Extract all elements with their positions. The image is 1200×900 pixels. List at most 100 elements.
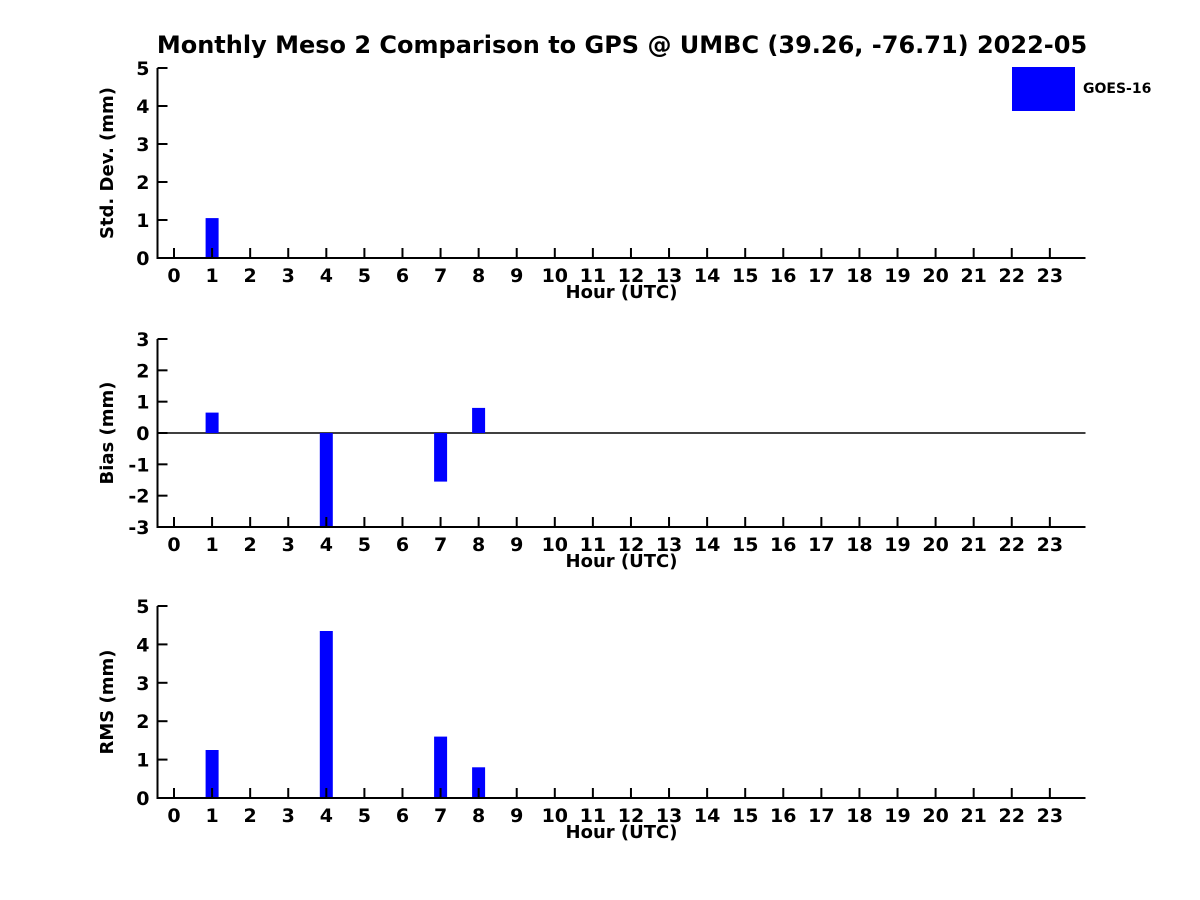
y-tick-label: 1	[136, 392, 149, 414]
bar-hour-1	[205, 218, 219, 258]
x-tick-label: 4	[320, 265, 333, 287]
bar-hour-4	[319, 631, 333, 798]
x-tick-label: 8	[472, 265, 485, 287]
x-tick-label: 6	[396, 805, 409, 827]
x-tick-label: 19	[884, 805, 910, 827]
y-tick-label: 0	[136, 248, 149, 270]
y-tick-label: 5	[136, 58, 149, 80]
x-tick-label: 22	[999, 805, 1025, 827]
chart-title: Monthly Meso 2 Comparison to GPS @ UMBC …	[156, 31, 1088, 59]
y-tick-label: 4	[136, 634, 149, 656]
x-tick-label: 2	[244, 805, 257, 827]
legend: GOES-16	[1012, 67, 1151, 111]
x-tick-label: 5	[358, 265, 371, 287]
y-tick-label: 0	[136, 423, 149, 445]
x-tick-label: 4	[320, 805, 333, 827]
y-axis-title: RMS (mm)	[97, 650, 118, 755]
x-tick-label: 1	[205, 805, 218, 827]
y-tick-label: 2	[136, 360, 149, 382]
y-tick-label: 2	[136, 172, 149, 194]
x-tick-label: 7	[434, 534, 447, 556]
x-tick-label: 2	[244, 534, 257, 556]
x-tick-label: 8	[472, 534, 485, 556]
x-tick-label: 0	[167, 805, 180, 827]
y-tick-label: -3	[128, 517, 149, 539]
x-tick-label: 1	[205, 265, 218, 287]
x-tick-label: 19	[884, 265, 910, 287]
x-tick-label: 6	[396, 534, 409, 556]
x-tick-label: 17	[808, 534, 834, 556]
x-tick-label: 16	[770, 265, 796, 287]
x-tick-label: 21	[960, 534, 986, 556]
x-tick-label: 3	[282, 805, 295, 827]
x-tick-label: 5	[358, 805, 371, 827]
bar-hour-7	[434, 736, 448, 798]
x-tick-label: 11	[580, 805, 606, 827]
legend-label: GOES-16	[1083, 81, 1152, 97]
bar-hour-4	[319, 433, 333, 527]
y-tick-label: 1	[136, 210, 149, 232]
x-tick-label: 14	[694, 805, 720, 827]
y-tick-label: 1	[136, 750, 149, 772]
x-tick-label: 23	[1037, 265, 1063, 287]
x-tick-label: 21	[960, 265, 986, 287]
bar-hour-1	[205, 412, 219, 433]
bar-hour-8	[472, 767, 486, 798]
x-tick-label: 19	[884, 534, 910, 556]
x-tick-label: 1	[205, 534, 218, 556]
x-tick-label: 4	[320, 534, 333, 556]
y-axis-title: Bias (mm)	[97, 382, 118, 485]
x-tick-label: 18	[846, 534, 872, 556]
x-tick-label: 21	[960, 805, 986, 827]
y-tick-label: -1	[128, 454, 149, 476]
bar-hour-7	[434, 433, 448, 482]
x-tick-label: 9	[510, 534, 523, 556]
x-tick-label: 9	[510, 805, 523, 827]
y-tick-label: 0	[136, 788, 149, 810]
x-tick-label: 17	[808, 265, 834, 287]
x-axis-title: Hour (UTC)	[566, 822, 678, 843]
x-tick-label: 7	[434, 805, 447, 827]
x-tick-label: 20	[922, 265, 948, 287]
x-axis-title: Hour (UTC)	[566, 282, 678, 303]
y-tick-label: 5	[136, 596, 149, 618]
x-tick-label: 18	[846, 265, 872, 287]
y-tick-label: 4	[136, 96, 149, 118]
x-tick-label: 9	[510, 265, 523, 287]
x-tick-label: 12	[618, 265, 644, 287]
x-tick-label: 16	[770, 805, 796, 827]
bar-hour-8	[472, 407, 486, 433]
x-tick-label: 0	[167, 534, 180, 556]
x-tick-label: 20	[922, 805, 948, 827]
x-tick-label: 3	[282, 534, 295, 556]
x-tick-label: 13	[656, 265, 682, 287]
x-tick-label: 13	[656, 805, 682, 827]
x-tick-label: 12	[618, 534, 644, 556]
legend-swatch	[1012, 67, 1075, 111]
x-tick-label: 23	[1037, 805, 1063, 827]
x-tick-label: 2	[244, 265, 257, 287]
x-tick-label: 3	[282, 265, 295, 287]
x-tick-label: 16	[770, 534, 796, 556]
y-tick-label: 3	[136, 329, 149, 351]
x-tick-label: 10	[542, 534, 568, 556]
x-axis-title: Hour (UTC)	[566, 551, 678, 572]
x-tick-label: 10	[542, 805, 568, 827]
x-tick-label: 22	[999, 534, 1025, 556]
y-tick-label: -2	[128, 486, 149, 508]
y-tick-label: 3	[136, 673, 149, 695]
x-tick-label: 14	[694, 265, 720, 287]
x-tick-label: 20	[922, 534, 948, 556]
x-tick-label: 15	[732, 805, 758, 827]
x-tick-label: 6	[396, 265, 409, 287]
x-tick-label: 0	[167, 265, 180, 287]
x-tick-label: 8	[472, 805, 485, 827]
x-tick-label: 5	[358, 534, 371, 556]
x-tick-label: 11	[580, 265, 606, 287]
x-tick-label: 18	[846, 805, 872, 827]
y-tick-label: 3	[136, 134, 149, 156]
